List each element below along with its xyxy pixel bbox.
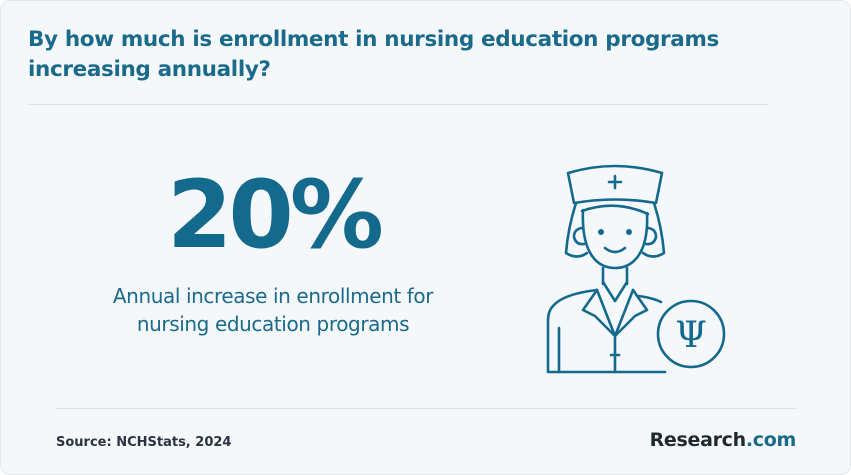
nurse-icon: Ψ <box>546 164 726 374</box>
brand-name: Research <box>649 429 747 451</box>
stat-caption: Annual increase in enrollment for nursin… <box>112 284 434 336</box>
psi-badge <box>656 299 726 369</box>
stat-value: 20% <box>167 161 384 270</box>
divider-top <box>28 104 769 105</box>
nurse-face <box>572 204 658 270</box>
page-title: By how much is enrollment in nursing edu… <box>28 27 719 82</box>
nurse-cap <box>566 164 664 205</box>
brand-suffix: .com <box>745 429 796 451</box>
source-note: Source: NCHStats, 2024 <box>56 435 232 450</box>
nurse-uniform <box>546 280 667 374</box>
divider-bottom <box>56 408 797 409</box>
nurse-neck <box>601 266 629 286</box>
brand-logo: Research.com <box>649 429 797 451</box>
nurse-hair <box>564 201 666 258</box>
psi-symbol: Ψ <box>675 315 707 356</box>
